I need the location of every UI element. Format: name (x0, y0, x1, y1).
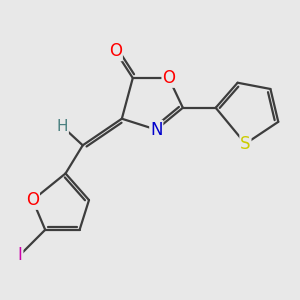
Text: O: O (109, 42, 122, 60)
Text: O: O (26, 191, 39, 209)
Text: H: H (57, 119, 68, 134)
Text: O: O (162, 69, 175, 87)
Text: S: S (240, 135, 251, 153)
Text: N: N (150, 121, 163, 139)
Text: I: I (18, 246, 22, 264)
